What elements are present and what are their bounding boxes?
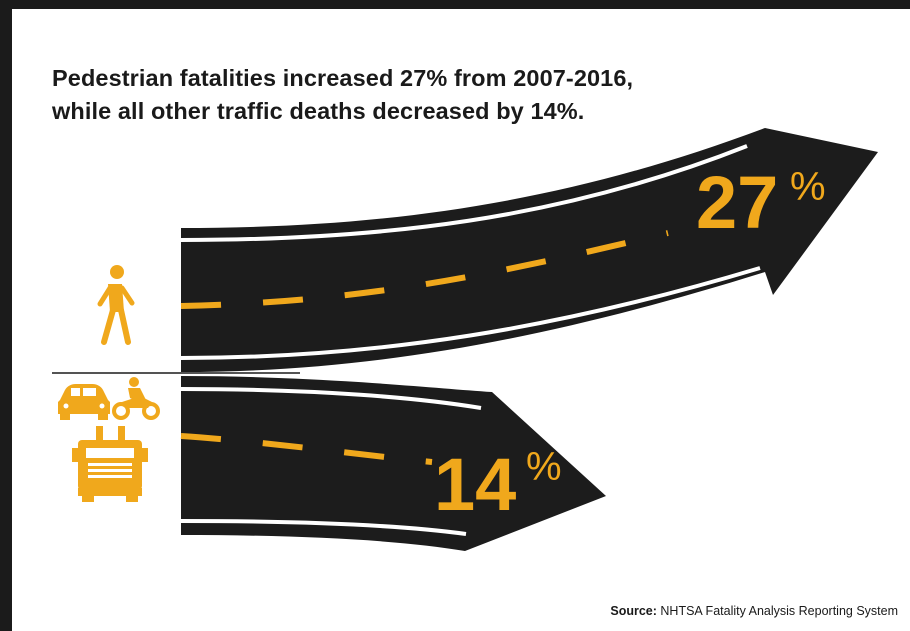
pedestrian-road-top-edge — [180, 144, 748, 242]
other-traffic-percent-sign: % — [526, 445, 562, 489]
other-traffic-road-arrow — [180, 376, 606, 551]
pedestrian-lane-dashes — [180, 230, 669, 309]
headline-line-2: while all other traffic deaths decreased… — [52, 98, 585, 124]
other-traffic-percent-value: 14 — [434, 443, 516, 526]
pedestrian-road-bottom-edge — [180, 266, 761, 360]
source-credit: Source: NHTSA Fatality Analysis Reportin… — [610, 604, 898, 618]
source-label: Source: — [610, 604, 657, 618]
car-icon — [58, 384, 110, 420]
other-traffic-road-bottom-edge — [180, 519, 467, 536]
truck-icon — [72, 426, 148, 502]
headline: Pedestrian fatalities increased 27% from… — [52, 62, 812, 128]
other-traffic-lane-dashes — [180, 433, 433, 465]
headline-line-1: Pedestrian fatalities increased 27% from… — [52, 65, 634, 91]
source-text: NHTSA Fatality Analysis Reporting System — [660, 604, 898, 618]
other-traffic-road-body — [181, 376, 606, 551]
pedestrian-road-arrow — [180, 128, 878, 372]
pedestrian-percent-sign: % — [790, 165, 826, 209]
pedestrian-road-body — [181, 128, 878, 372]
motorcycle-icon — [112, 377, 160, 420]
walking-person-icon — [97, 265, 135, 345]
other-traffic-road-top-edge — [180, 387, 482, 410]
pedestrian-percent-value: 27 — [696, 161, 778, 244]
